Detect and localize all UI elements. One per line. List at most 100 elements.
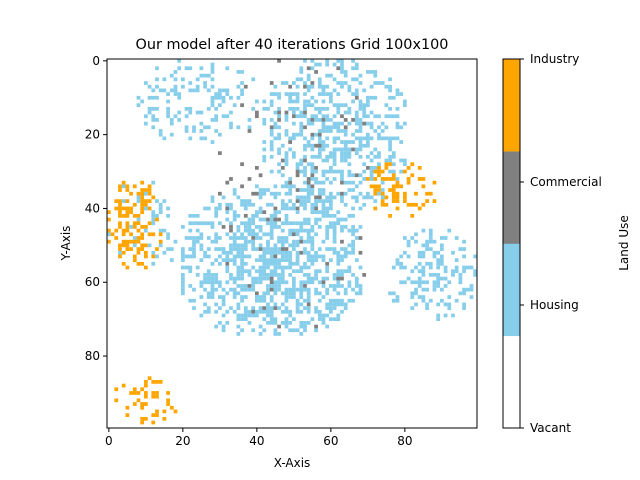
grid-cell <box>325 213 330 218</box>
chart-title: Our model after 40 iterations Grid 100x1… <box>136 37 449 53</box>
grid-cell <box>210 95 215 100</box>
grid-cell <box>151 391 156 395</box>
grid-cell <box>462 287 466 292</box>
grid-cell <box>306 103 311 108</box>
grid-cell <box>269 169 274 174</box>
grid-cell <box>329 129 333 133</box>
grid-cell <box>306 273 311 277</box>
grid-cell <box>473 254 478 259</box>
grid-cell <box>218 306 222 310</box>
grid-cell <box>136 191 141 196</box>
grid-cell <box>218 320 222 325</box>
grid-cell <box>199 66 204 71</box>
grid-cell <box>144 188 148 192</box>
grid-cell <box>118 199 122 203</box>
grid-cell <box>366 154 370 159</box>
grid-cell <box>121 250 126 255</box>
grid-cell <box>325 59 330 63</box>
grid-cell <box>329 195 333 200</box>
grid-cell <box>166 236 170 240</box>
grid-cell <box>206 273 211 277</box>
grid-cell <box>469 287 474 292</box>
grid-cell <box>240 88 244 93</box>
grid-cell <box>347 147 352 152</box>
grid-cell <box>351 239 355 244</box>
grid-cell <box>229 206 233 211</box>
grid-cell <box>162 199 167 203</box>
grid-cell <box>314 269 318 274</box>
grid-cell <box>295 206 300 211</box>
grid-cell <box>306 302 311 307</box>
grid-cell <box>269 306 274 310</box>
grid-cell <box>284 247 289 251</box>
grid-cell <box>325 236 330 240</box>
grid-cell <box>177 118 182 122</box>
grid-cell <box>262 247 267 251</box>
grid-cell <box>332 169 337 174</box>
grid-cell <box>225 206 230 211</box>
grid-cell <box>184 106 189 111</box>
grid-cell <box>199 280 204 285</box>
grid-cell <box>329 213 333 218</box>
grid-cell <box>210 291 215 296</box>
grid-cell <box>317 191 322 196</box>
grid-cell <box>277 169 281 174</box>
grid-cell <box>332 228 337 233</box>
grid-cell <box>306 66 311 71</box>
grid-cell <box>210 287 215 292</box>
grid-cell <box>199 73 204 78</box>
grid-cell <box>273 125 278 130</box>
grid-cell <box>403 250 407 255</box>
grid-cell <box>284 280 289 285</box>
grid-cell <box>206 295 211 299</box>
grid-cell <box>269 147 274 152</box>
grid-cell <box>299 332 304 336</box>
grid-cell <box>255 313 259 318</box>
grid-cell <box>336 217 341 222</box>
grid-cell <box>184 265 189 270</box>
grid-cell <box>247 221 252 226</box>
grid-cell <box>299 110 304 115</box>
grid-cell <box>347 243 352 248</box>
grid-cell <box>325 210 330 215</box>
grid-cell <box>236 84 241 89</box>
grid-cell <box>410 269 415 274</box>
grid-cell <box>288 84 293 89</box>
grid-cell <box>229 202 233 207</box>
grid-cell <box>195 228 200 233</box>
grid-cell <box>140 387 145 392</box>
grid-cell <box>303 273 307 277</box>
grid-cell <box>158 228 163 233</box>
grid-cell <box>118 243 122 248</box>
grid-cell <box>292 276 296 281</box>
grid-cell <box>380 180 385 185</box>
grid-cell <box>166 232 170 237</box>
grid-cell <box>181 254 185 259</box>
grid-cell <box>158 88 163 93</box>
grid-cell <box>373 73 378 78</box>
grid-cell <box>218 295 222 299</box>
grid-cell <box>140 195 145 200</box>
grid-cell <box>277 324 281 329</box>
grid-cell <box>258 269 263 274</box>
grid-cell <box>169 118 174 122</box>
grid-cell <box>443 302 448 307</box>
grid-cell <box>347 154 352 159</box>
grid-cell <box>303 261 307 266</box>
grid-cell <box>121 180 126 185</box>
grid-cell <box>295 173 300 178</box>
grid-cell <box>436 273 441 277</box>
grid-cell <box>162 88 167 93</box>
grid-cell <box>210 280 215 285</box>
grid-cell <box>280 250 285 255</box>
grid-cell <box>432 239 437 244</box>
grid-cell <box>273 332 278 336</box>
grid-cell <box>317 180 322 185</box>
grid-cell <box>280 228 285 233</box>
grid-cell <box>232 261 237 266</box>
grid-cell <box>129 191 133 196</box>
grid-cell <box>203 73 207 78</box>
grid-cell <box>158 239 163 244</box>
